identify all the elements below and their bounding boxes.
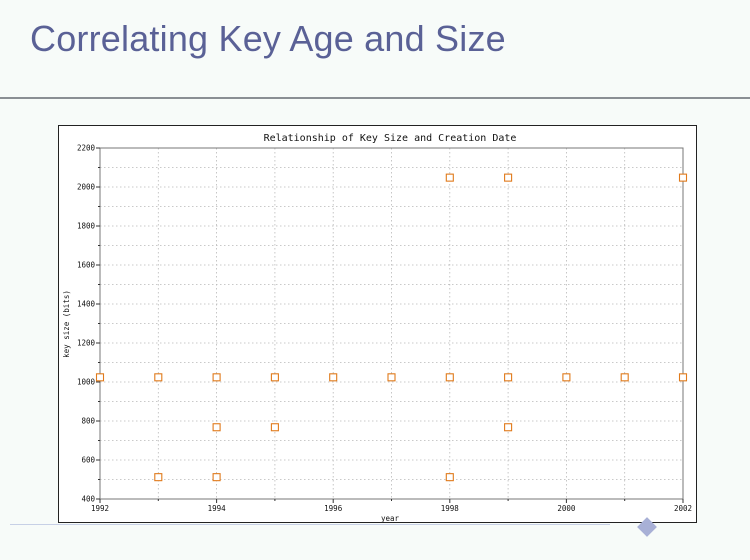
data-point: [329, 373, 338, 382]
data-point: [445, 473, 454, 482]
data-point: [504, 173, 513, 182]
x-axis-label: year: [381, 514, 400, 522]
x-tick-label: 2000: [557, 504, 576, 513]
y-tick-label: 2000: [77, 183, 96, 192]
data-point: [95, 373, 105, 382]
data-point: [270, 373, 279, 382]
y-axis-label: key size (bits): [62, 290, 71, 358]
data-points: [95, 173, 688, 482]
slide-title: Correlating Key Age and Size: [30, 18, 506, 59]
data-point: [620, 373, 629, 382]
y-tick-label: 800: [81, 417, 95, 426]
title-divider: [0, 97, 750, 99]
y-tick-label: 1800: [77, 222, 96, 231]
chart-frame: 400 600 800 1000 1200 1400 1600 1800 2000 2200 199…: [58, 125, 697, 523]
footer-divider: [10, 524, 610, 525]
y-tick-label: 400: [81, 495, 95, 504]
data-point: [504, 373, 513, 382]
data-point: [212, 373, 221, 382]
data-point: [154, 473, 163, 482]
x-tick-label: 1992: [91, 504, 109, 513]
y-tick-label: 1200: [77, 339, 96, 348]
x-tick-label: 1998: [441, 504, 460, 513]
data-point: [154, 373, 163, 382]
y-tick-label: 600: [81, 456, 95, 465]
data-point: [678, 373, 688, 382]
x-tick-label: 1996: [324, 504, 343, 513]
data-point: [445, 173, 454, 182]
x-tick-label: 2002: [674, 504, 692, 513]
data-point: [678, 173, 688, 182]
ticks: 400 600 800 1000 1200 1400 1600 1800 2000 2200 199…: [77, 144, 692, 514]
y-tick-label: 1600: [77, 261, 96, 270]
data-point: [212, 423, 221, 432]
data-point: [212, 473, 221, 482]
chart-title: Relationship of Key Size and Creation Da…: [264, 133, 517, 144]
data-point: [270, 423, 279, 432]
data-point: [562, 373, 571, 382]
data-point: [504, 423, 513, 432]
data-point: [387, 373, 396, 382]
grid-lines: [99, 147, 684, 500]
y-tick-label: 1400: [77, 300, 96, 309]
y-tick-label: 1000: [77, 378, 96, 387]
scatter-chart: 400 600 800 1000 1200 1400 1600 1800 2000 2200 199…: [62, 133, 692, 522]
data-point: [445, 373, 454, 382]
y-tick-label: 2200: [77, 144, 96, 153]
x-tick-label: 1994: [208, 504, 227, 513]
